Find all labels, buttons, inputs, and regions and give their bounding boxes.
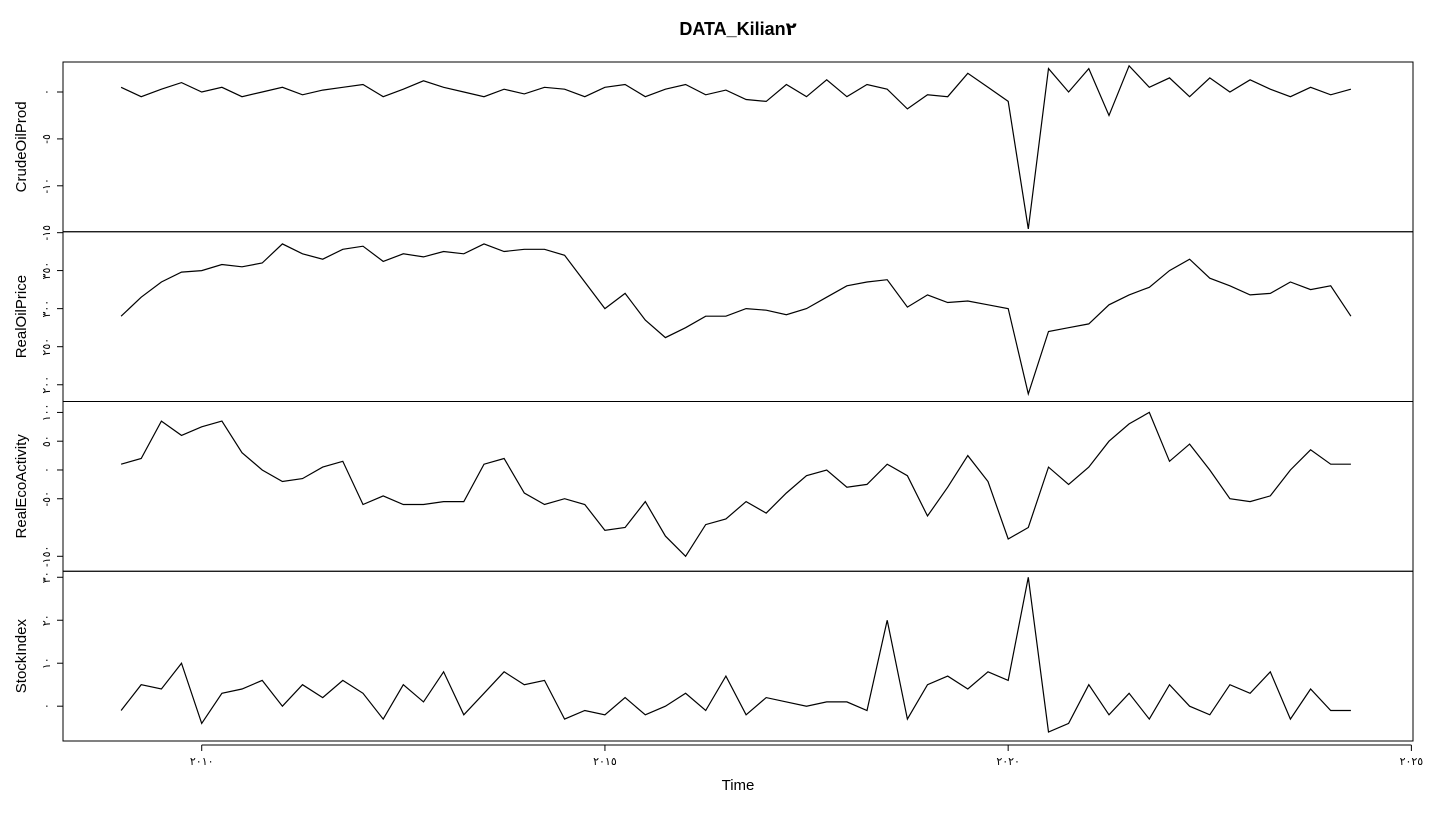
x-tick-label: ٢٠٢٠: [996, 756, 1020, 768]
y-tick-label: -١٥٠: [41, 546, 53, 567]
chart-title: DATA_Kilian٢: [679, 19, 796, 39]
y-tick-label: ٢٥٠: [41, 338, 53, 356]
panel-frame: [62, 401, 1414, 572]
y-axis-label: RealOilPrice: [13, 275, 30, 358]
y-tick-label: ٢٠: [41, 614, 53, 626]
y-axis-label: StockIndex: [13, 619, 30, 694]
y-tick-label: ٢٠٠: [41, 376, 53, 394]
series-line: [120, 411, 1351, 558]
y-tick-label: -٥٠: [41, 491, 53, 507]
series-line: [120, 577, 1351, 733]
y-tick-label: ٠: [41, 467, 53, 473]
y-tick-label: ١٠: [41, 657, 53, 669]
y-tick-label: -١٠: [41, 178, 53, 194]
panel-frame: [62, 570, 1414, 742]
x-tick-label: ٢٠٢٥: [1400, 756, 1424, 768]
y-tick-label: ٠: [41, 89, 53, 95]
panel-frame: [62, 231, 1414, 402]
y-tick-label: ٣٥٠: [41, 262, 53, 280]
y-tick-label: ٠: [41, 703, 53, 709]
y-tick-label: ٣٠: [41, 571, 53, 583]
y-tick-label: ٥٠: [41, 435, 53, 447]
y-tick-label: ١٠٠: [41, 404, 53, 422]
y-tick-label: -١٥: [41, 225, 53, 241]
series-line: [120, 243, 1352, 397]
x-axis-label: Time: [722, 777, 755, 794]
y-axis-label: RealEcoActivity: [13, 434, 30, 539]
series-line: [120, 64, 1352, 229]
x-tick-label: ٢٠١٠: [190, 756, 214, 768]
y-tick-label: -٥: [41, 134, 53, 144]
x-tick-label: ٢٠١٥: [593, 756, 617, 768]
panel-frame: [62, 61, 1414, 233]
y-tick-label: ٣٠٠: [41, 300, 53, 318]
y-axis-label: CrudeOilProd: [13, 101, 30, 192]
